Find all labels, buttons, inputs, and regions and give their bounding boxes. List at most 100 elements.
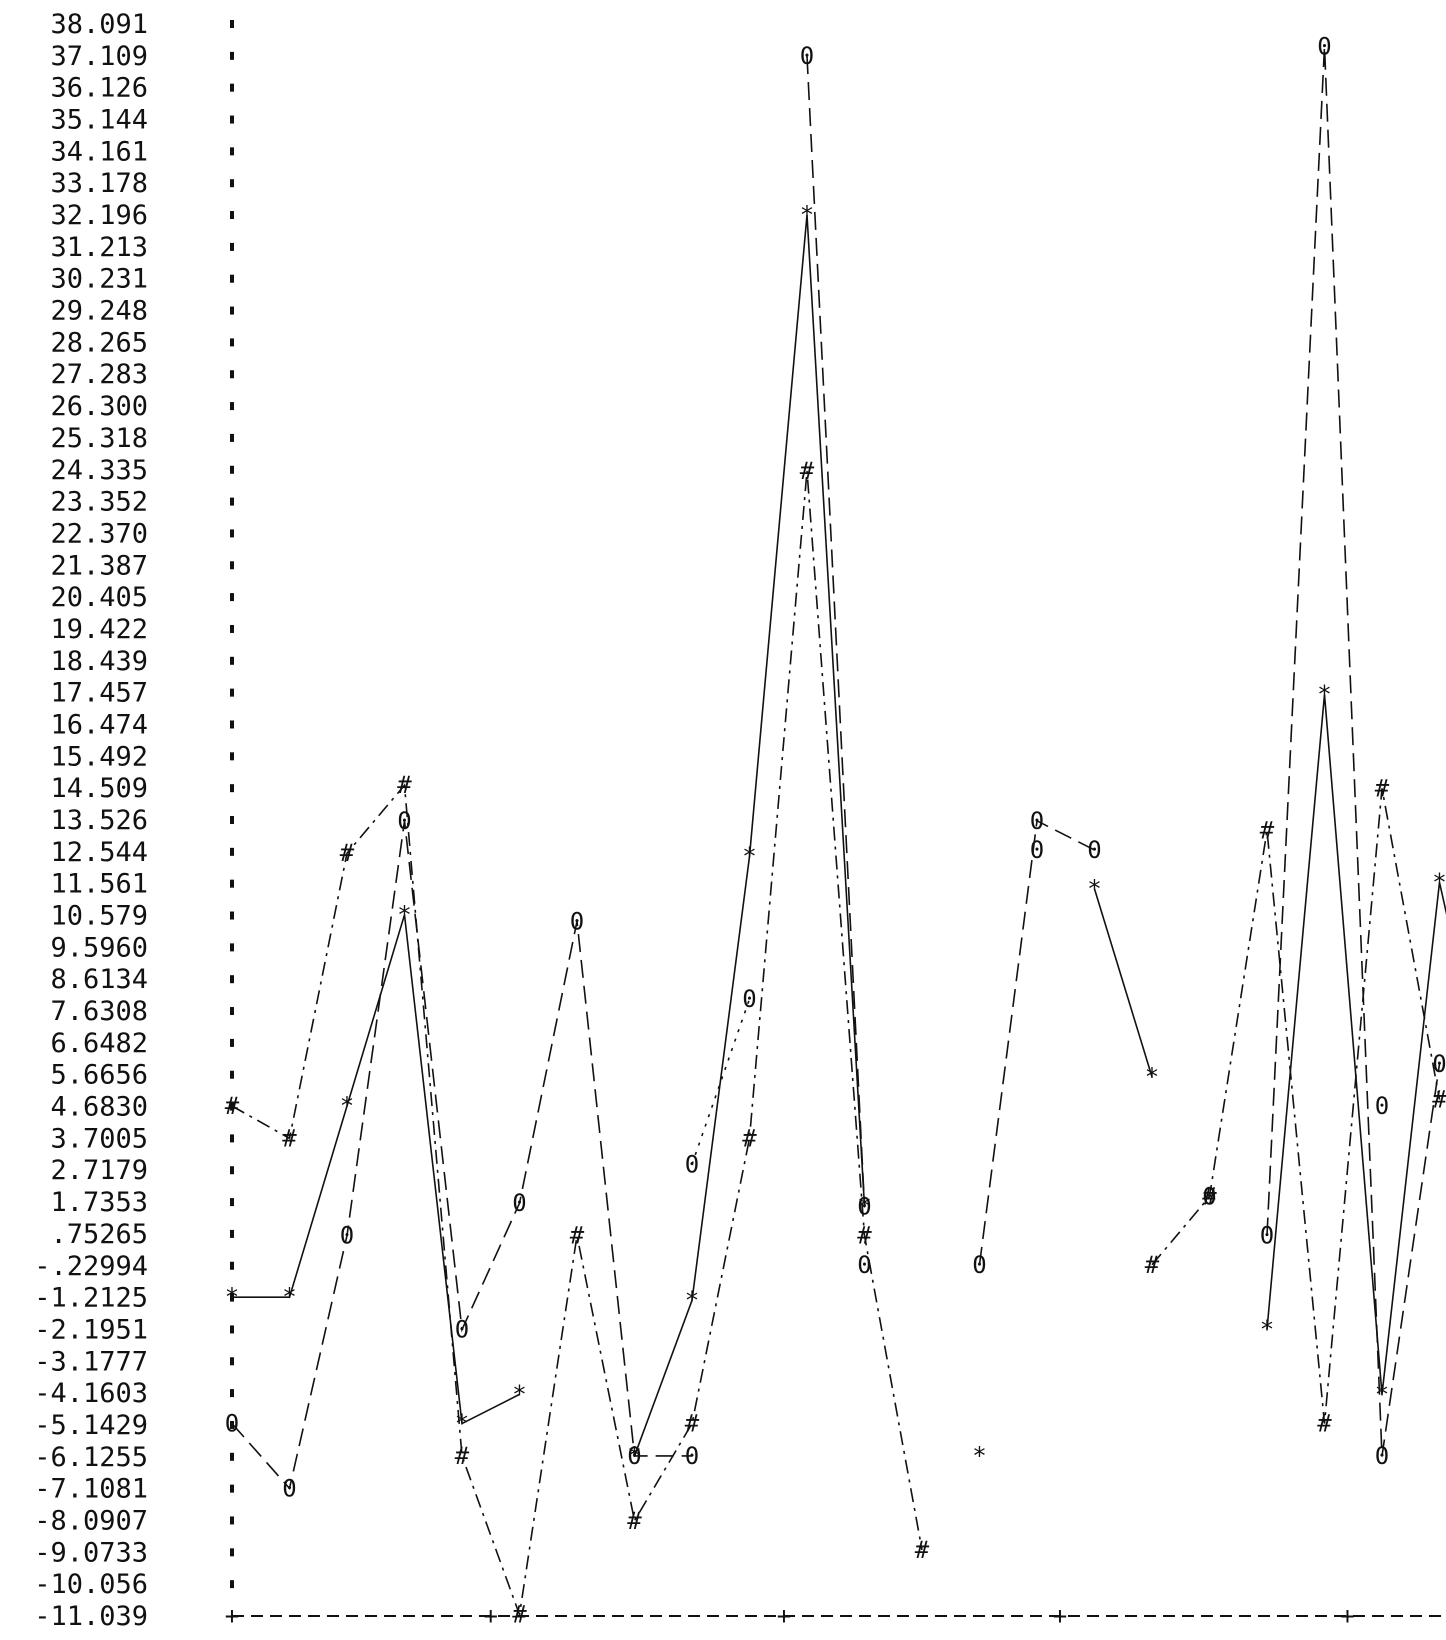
series-line (1093, 888, 1153, 1078)
y-tick-label: 23.352 (50, 487, 148, 518)
x-axis-tick-mark: + (777, 1602, 791, 1630)
y-tick-label: 9.5960 (50, 932, 148, 963)
data-point: # (570, 1222, 585, 1250)
data-point: * (685, 1286, 699, 1314)
y-axis-tick-mark (230, 720, 234, 729)
y-tick-label: 25.318 (50, 423, 148, 454)
x-axis-tick-mark: + (1340, 1602, 1354, 1630)
y-tick-label: 20.405 (50, 582, 148, 613)
y-axis-tick-mark (230, 975, 234, 984)
data-point: # (282, 1124, 297, 1152)
y-tick-label: -8.0907 (34, 1505, 148, 1536)
y-axis (230, 20, 234, 1589)
y-tick-label: 7.6308 (50, 996, 148, 1027)
y-tick-label: 17.457 (50, 678, 148, 709)
y-tick-label: -9.0733 (34, 1537, 148, 1568)
y-axis-tick-mark (230, 402, 234, 411)
series-1: ************************ (225, 201, 1446, 1470)
y-axis-tick-mark (230, 1038, 234, 1047)
y-axis-tick-mark (230, 147, 234, 156)
y-tick-label: 29.248 (50, 296, 148, 327)
data-point: * (1145, 1063, 1159, 1091)
y-tick-label: -2.1951 (34, 1314, 148, 1345)
y-axis-tick-mark (230, 1484, 234, 1493)
y-tick-label: .75265 (50, 1219, 148, 1250)
x-axis-tick-mark: + (484, 1602, 498, 1630)
y-axis-tick-mark (230, 465, 234, 474)
data-point: * (742, 842, 756, 870)
data-point: # (1375, 774, 1390, 802)
y-axis-tick-mark (230, 593, 234, 602)
data-point: 0 (1202, 1183, 1216, 1211)
data-point: # (340, 839, 355, 867)
data-point: # (397, 771, 412, 799)
data-point: 0 (455, 1316, 469, 1344)
y-axis-tick-mark (230, 784, 234, 793)
y-tick-label: 21.387 (50, 550, 148, 581)
series-line (1266, 46, 1441, 1457)
y-tick-label: 33.178 (50, 168, 148, 199)
y-tick-label: 18.439 (50, 646, 148, 677)
y-axis-tick-mark (230, 211, 234, 220)
y-tick-label: -11.039 (34, 1601, 148, 1632)
y-axis-tick-mark (230, 338, 234, 347)
y-axis-tick-mark (230, 20, 234, 28)
data-point: # (225, 1092, 240, 1120)
y-axis-tick-mark (230, 433, 234, 442)
y-axis-tick-mark (230, 561, 234, 570)
data-point: * (1375, 1380, 1389, 1408)
data-point: 0 (340, 1222, 354, 1250)
y-tick-label: 15.492 (50, 741, 148, 772)
data-point: 0 (685, 1442, 699, 1470)
y-tick-label: 37.109 (50, 41, 148, 72)
y-tick-label: 30.231 (50, 264, 148, 295)
y-axis-tick-mark (230, 1325, 234, 1334)
data-point: 0 (225, 1410, 239, 1438)
data-point: * (800, 201, 814, 229)
y-tick-label: 14.509 (50, 773, 148, 804)
series-line (232, 914, 520, 1425)
series-2: 00000000000000000000000 (225, 32, 1446, 1502)
y-tick-label: 8.6134 (50, 964, 148, 995)
data-point: * (1087, 875, 1101, 903)
data-point: * (397, 901, 411, 929)
y-axis-tick-mark (230, 911, 234, 920)
y-axis-tick-mark (230, 529, 234, 538)
y-tick-label: 31.213 (50, 232, 148, 263)
y-tick-label: 3.7005 (50, 1123, 148, 1154)
data-point: * (1317, 680, 1331, 708)
y-tick-label: 1.7353 (50, 1187, 148, 1218)
y-axis-tick-mark (230, 370, 234, 379)
y-axis-tick-mark (230, 943, 234, 952)
y-tick-label: 24.335 (50, 455, 148, 486)
y-tick-label: 6.6482 (50, 1028, 148, 1059)
y-tick-label: -5.1429 (34, 1410, 148, 1441)
x-axis-tick-mark: + (1053, 1602, 1067, 1630)
y-axis-tick-mark (230, 1261, 234, 1270)
y-tick-label: 4.6830 (50, 1092, 148, 1123)
y-axis-tick-mark (230, 1357, 234, 1366)
y-tick-label: 28.265 (50, 327, 148, 358)
y-tick-label: 11.561 (50, 869, 148, 900)
data-point: # (1202, 1183, 1217, 1211)
data-point: 0 (857, 1251, 871, 1279)
data-point: 0 (800, 42, 814, 70)
y-tick-label: 2.7179 (50, 1155, 148, 1186)
data-point: 0 (1375, 1092, 1389, 1120)
series-line (633, 214, 866, 1457)
y-tick-label: -.22994 (34, 1251, 148, 1282)
y-tick-label: 38.091 (50, 9, 148, 40)
y-axis-tick-mark (230, 1420, 234, 1429)
y-axis-tick-mark (230, 83, 234, 92)
data-point: * (972, 1442, 986, 1470)
y-tick-label: -4.1603 (34, 1378, 148, 1409)
data-point: # (742, 1124, 757, 1152)
y-axis-tick-mark (230, 115, 234, 124)
y-axis-tick-mark (230, 242, 234, 251)
y-tick-label: 34.161 (50, 136, 148, 167)
data-point: # (455, 1442, 470, 1470)
data-point: * (1260, 1316, 1274, 1344)
y-axis-tick-mark (230, 1229, 234, 1238)
data-point: 0 (972, 1251, 986, 1279)
data-point: # (1432, 1086, 1446, 1114)
